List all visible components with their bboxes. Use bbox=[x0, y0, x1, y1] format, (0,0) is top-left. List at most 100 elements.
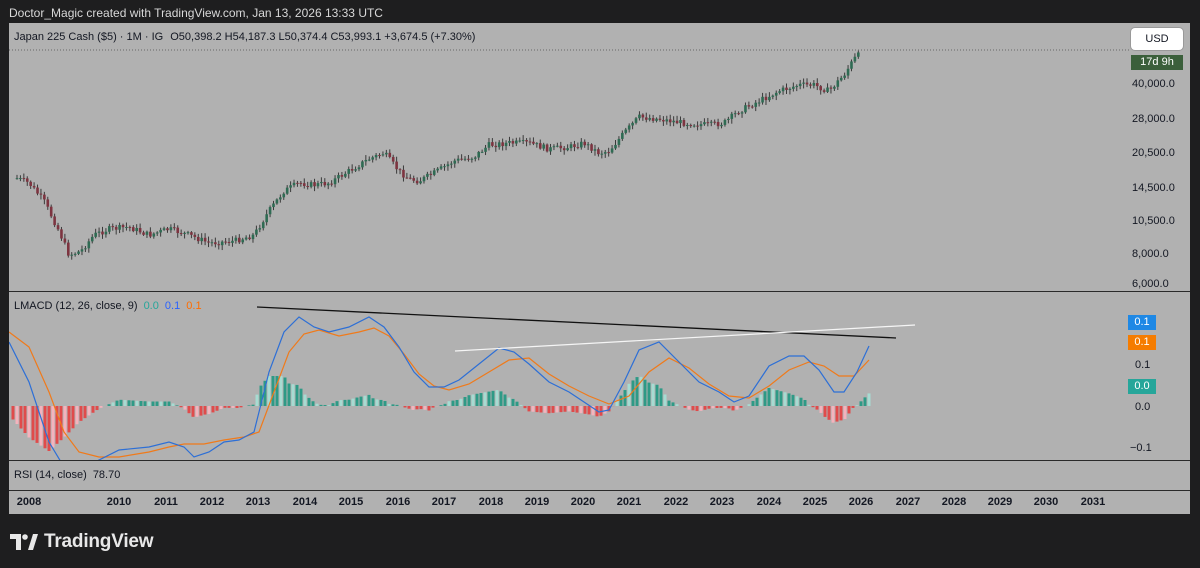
histogram-bar bbox=[663, 394, 667, 406]
histogram-bar bbox=[483, 392, 487, 406]
histogram-bar bbox=[87, 406, 91, 416]
candle-body bbox=[432, 170, 436, 175]
candle-body bbox=[600, 153, 604, 155]
histogram-bar bbox=[739, 406, 743, 408]
candle-body bbox=[84, 248, 87, 250]
histogram-bar bbox=[179, 406, 183, 408]
candle-body bbox=[446, 164, 450, 167]
candle-body bbox=[361, 161, 364, 168]
histogram-bar bbox=[187, 406, 191, 414]
currency-button[interactable]: USD bbox=[1131, 28, 1183, 50]
candle-body bbox=[716, 121, 720, 127]
histogram-bar bbox=[395, 404, 399, 406]
candle-body bbox=[227, 242, 231, 243]
histogram-bar bbox=[535, 406, 539, 413]
candle-body bbox=[484, 147, 487, 152]
histogram-bar bbox=[303, 394, 307, 406]
year-label: 2031 bbox=[1080, 496, 1106, 508]
candle-body bbox=[53, 216, 56, 226]
candle-body bbox=[347, 169, 351, 174]
candle-body bbox=[607, 152, 610, 154]
candle-body bbox=[207, 241, 210, 243]
histogram-bar bbox=[675, 404, 679, 406]
candle-body bbox=[166, 228, 169, 231]
candle-body bbox=[405, 177, 409, 179]
histogram-bar bbox=[447, 401, 451, 406]
candle-body bbox=[398, 169, 402, 171]
candle-body bbox=[491, 142, 494, 146]
candle-body bbox=[135, 228, 138, 232]
candle-body bbox=[785, 87, 788, 91]
candle-body bbox=[696, 125, 699, 127]
histogram-bar bbox=[251, 404, 255, 406]
histogram-bar bbox=[107, 404, 111, 406]
histogram-bar bbox=[687, 406, 691, 410]
histogram-bar bbox=[335, 401, 339, 406]
candle-body bbox=[597, 149, 600, 155]
histogram-bar bbox=[615, 400, 619, 406]
histogram-bar bbox=[703, 406, 707, 410]
histogram-bar bbox=[367, 394, 371, 406]
symbol-title[interactable]: Japan 225 Cash ($5) · 1M · IG O50,398.2 … bbox=[14, 31, 475, 43]
candle-body bbox=[90, 236, 94, 242]
histogram-bar bbox=[835, 406, 839, 422]
candle-body bbox=[518, 140, 522, 142]
histogram-bar bbox=[167, 401, 171, 406]
histogram-bar bbox=[443, 403, 447, 406]
histogram-bar bbox=[751, 400, 755, 406]
candle-body bbox=[463, 158, 467, 160]
candle-body bbox=[477, 151, 480, 158]
candle-body bbox=[354, 169, 357, 171]
lmacd-legend[interactable]: LMACD (12, 26, close, 9) 0.0 0.1 0.1 bbox=[14, 300, 202, 312]
candle-body bbox=[692, 125, 696, 127]
candle-body bbox=[497, 142, 501, 148]
rsi-legend[interactable]: RSI (14, close) 78.70 bbox=[14, 469, 120, 481]
histogram-bar bbox=[839, 406, 843, 421]
time-axis[interactable]: 2008 2010 2011 2012 2013 2014 2015 2016 … bbox=[9, 496, 1190, 512]
pane-separator[interactable] bbox=[9, 460, 1190, 461]
candle-body bbox=[333, 178, 337, 185]
histogram-bar bbox=[263, 380, 267, 406]
histogram-bar bbox=[31, 406, 35, 441]
brand-name: TradingView bbox=[44, 531, 154, 552]
candle-body bbox=[409, 177, 412, 179]
candle-body bbox=[176, 227, 180, 234]
candle-body bbox=[426, 173, 429, 177]
candle-body bbox=[439, 166, 443, 169]
histogram-bar bbox=[699, 406, 703, 411]
candle-body bbox=[244, 237, 248, 240]
candle-body bbox=[757, 102, 761, 104]
candle-body bbox=[545, 144, 549, 152]
histogram-bar bbox=[347, 399, 351, 406]
candle-body bbox=[788, 88, 792, 91]
candle-body bbox=[542, 144, 545, 149]
histogram-bar bbox=[759, 394, 763, 406]
pane-separator[interactable] bbox=[9, 291, 1190, 292]
tradingview-logo[interactable]: TradingView bbox=[10, 531, 154, 553]
candle-body bbox=[63, 238, 67, 243]
histogram-bar bbox=[431, 406, 435, 408]
candle-body bbox=[819, 86, 822, 91]
time-axis-separator bbox=[9, 490, 1190, 491]
histogram-bar bbox=[795, 396, 799, 406]
candle-body bbox=[627, 125, 631, 130]
candle-body bbox=[658, 118, 662, 120]
histogram-bar bbox=[547, 406, 551, 414]
candle-body bbox=[371, 157, 374, 160]
candle-body bbox=[193, 234, 197, 237]
candle-body bbox=[231, 240, 234, 243]
histogram-bar bbox=[847, 406, 851, 414]
candle-body bbox=[255, 229, 258, 235]
candle-body bbox=[812, 83, 816, 86]
candle-body bbox=[453, 160, 457, 164]
histogram-bar bbox=[359, 396, 363, 406]
lmacd-plot[interactable] bbox=[9, 292, 1124, 460]
candle-body bbox=[367, 159, 371, 161]
resistance-trendline[interactable] bbox=[256, 306, 897, 339]
candle-body bbox=[781, 87, 785, 92]
price-candles[interactable] bbox=[9, 23, 1190, 291]
lmacd-value-hist: 0.0 bbox=[143, 300, 159, 312]
support-trendline[interactable] bbox=[454, 324, 916, 352]
candle-body bbox=[846, 68, 850, 76]
candle-body bbox=[395, 161, 398, 170]
